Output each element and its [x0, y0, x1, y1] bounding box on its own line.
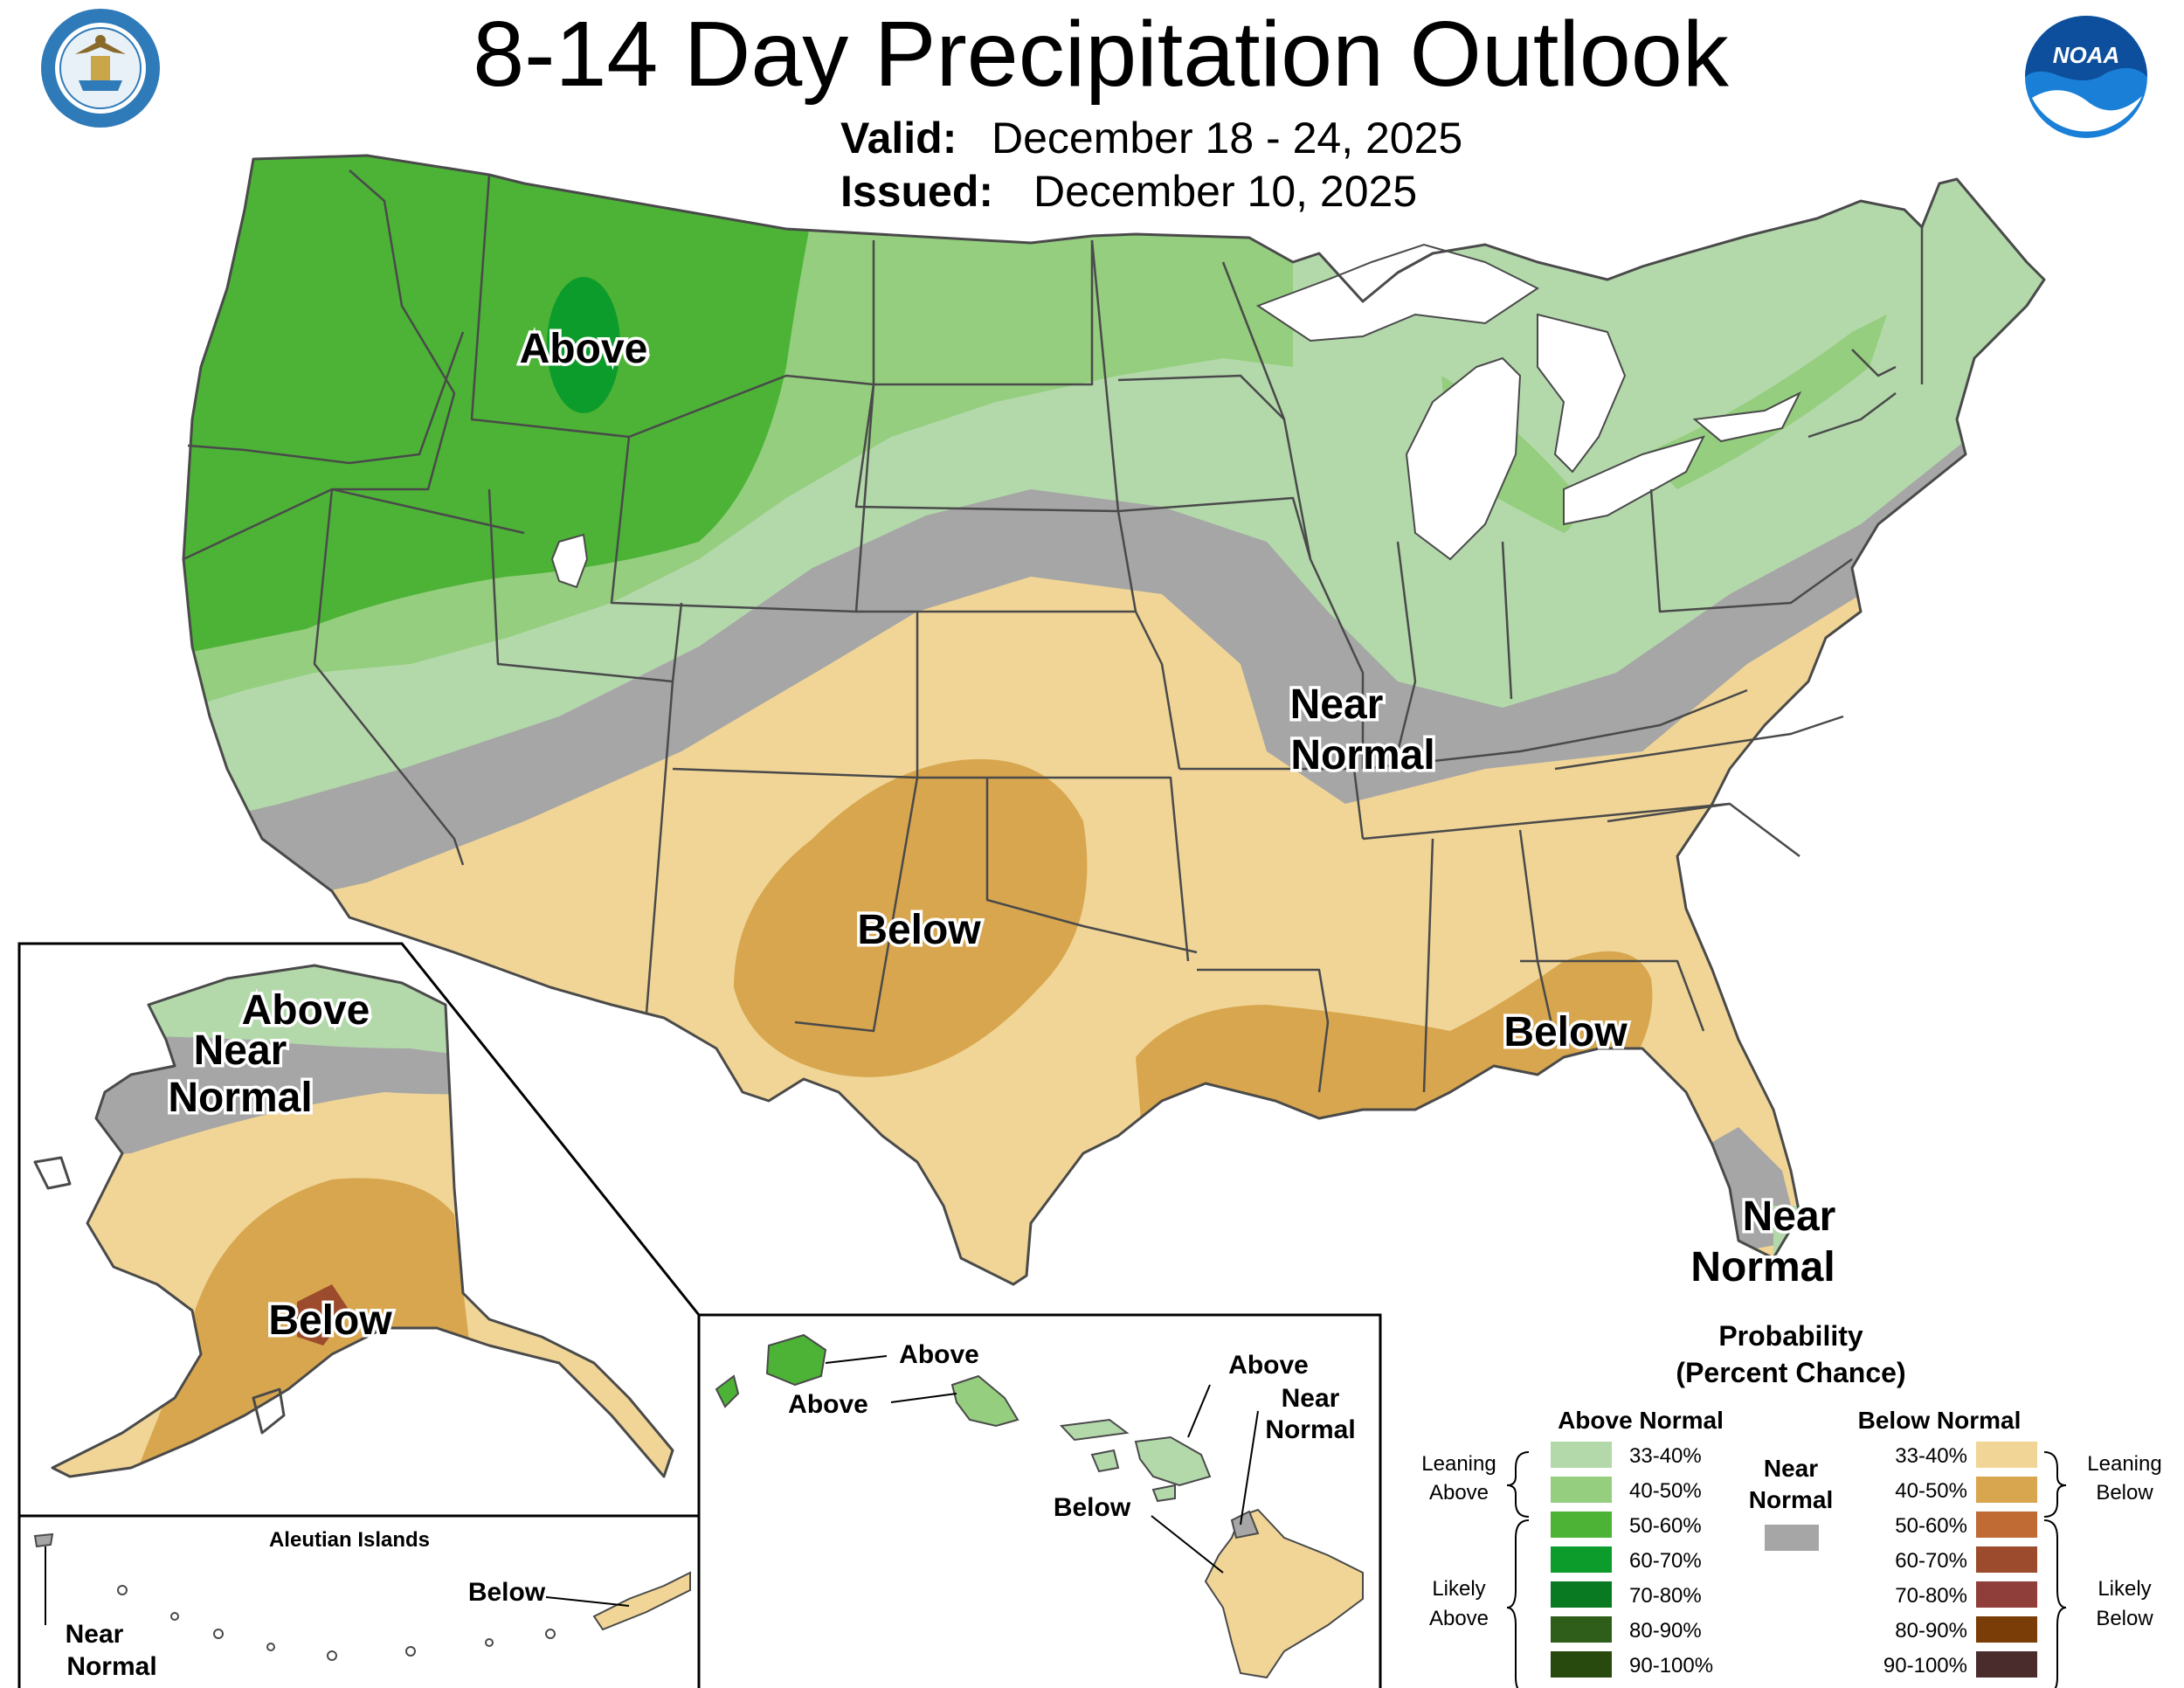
alaska-label-near-2: Normal [168, 1075, 312, 1121]
commerce-seal-icon [41, 9, 160, 128]
legend-leaning-below-2: Below [2096, 1481, 2153, 1505]
legend-above-scale: 33-40% 40-50% 50-60% 60-70% 70-80% 80-90% 90-1… [1551, 1442, 1713, 1678]
map-title: 8-14 Day Precipitation Outlook [473, 3, 1730, 106]
aleutian-label-below: Below [468, 1578, 546, 1607]
great-lakes [550, 243, 1802, 589]
valid-dates: December 18 - 24, 2025 [992, 114, 1462, 163]
conus-label-near-2: Normal [1290, 732, 1434, 778]
issued-date: December 10, 2025 [1033, 167, 1417, 216]
legend-below-label-1: 40-50% [1895, 1479, 1967, 1503]
legend-below-scale: 33-40% 40-50% 50-60% 60-70% 70-80% 80-90% 90-1… [1883, 1442, 2037, 1678]
legend-below-swatch-1 [1976, 1477, 2037, 1503]
legend-near-1: Near [1764, 1455, 1818, 1482]
hawaii-label-near-2: Normal [1265, 1415, 1355, 1444]
conus-label-above: Above [520, 326, 648, 372]
alaska-label-above: Above [242, 987, 370, 1034]
legend-above-label-5: 80-90% [1629, 1619, 1702, 1643]
florida-label-near-1: Near [1743, 1193, 1836, 1240]
legend-below-swatch-4 [1976, 1581, 2037, 1608]
legend-above-label-1: 40-50% [1629, 1479, 1702, 1503]
legend-below-swatch-6 [1976, 1651, 2037, 1678]
legend-title-2: (Percent Chance) [1676, 1357, 1905, 1388]
legend-likely-above-2: Above [1429, 1607, 1489, 1630]
legend-near-2: Normal [1749, 1486, 1833, 1513]
legend-title-1: Probability [1718, 1320, 1863, 1352]
conus-outlook-shading [183, 156, 2044, 1284]
legend-above-label-2: 50-60% [1629, 1514, 1702, 1538]
legend-above-swatch-5 [1551, 1616, 1612, 1643]
florida-label-near-2: Normal [1690, 1244, 1835, 1290]
aleutian-inset: Aleutian Islands Below Near Normal [17, 1514, 701, 1688]
legend-below-label-4: 70-80% [1895, 1584, 1967, 1608]
conus-label-below-plains: Below [857, 907, 981, 953]
legend-below-label-3: 60-70% [1895, 1549, 1967, 1573]
legend-above-label-0: 33-40% [1629, 1444, 1702, 1468]
probability-legend: Probability (Percent Chance) Above Norma… [1421, 1320, 2162, 1688]
legend-near-swatch [1765, 1525, 1819, 1551]
legend-below-label-5: 80-90% [1895, 1619, 1967, 1643]
legend-above-label-6: 90-100% [1629, 1654, 1713, 1678]
conus-label-near-1: Near [1290, 681, 1384, 728]
aleutian-label-near-1: Near [66, 1620, 124, 1649]
legend-leaning-above-2: Above [1429, 1481, 1489, 1505]
legend-likely-below-1: Likely [2098, 1577, 2151, 1601]
alaska-label-below: Below [268, 1297, 392, 1344]
legend-above-swatch-6 [1551, 1651, 1612, 1678]
aleutian-label-near-2: Normal [66, 1652, 156, 1681]
conus-label-below-gulf: Below [1503, 1009, 1628, 1055]
hawaii-label-big-island: Below [1054, 1493, 1131, 1522]
state-boundaries [182, 154, 2046, 1286]
legend-above-label-3: 60-70% [1629, 1549, 1702, 1573]
hawaii-label-kauai: Above [899, 1340, 979, 1369]
hawaii-label-maui: Above [1228, 1351, 1309, 1380]
legend-above-swatch-4 [1551, 1581, 1612, 1608]
legend-above-header: Above Normal [1558, 1407, 1724, 1434]
aleutian-title: Aleutian Islands [269, 1528, 430, 1552]
legend-above-swatch-0 [1551, 1442, 1612, 1468]
legend-above-swatch-1 [1551, 1477, 1612, 1503]
legend-below-swatch-3 [1976, 1546, 2037, 1573]
noaa-logo-icon: NOAA [2025, 16, 2147, 138]
issued-label: Issued: [840, 167, 993, 216]
legend-below-label-6: 90-100% [1883, 1654, 1967, 1678]
valid-label: Valid: [840, 114, 957, 163]
legend-leaning-above-1: Leaning [1421, 1452, 1496, 1476]
legend-leaning-below-1: Leaning [2087, 1452, 2161, 1476]
legend-likely-above-1: Likely [1432, 1577, 1485, 1601]
hawaii-label-oahu: Above [788, 1390, 868, 1419]
noaa-logo-text: NOAA [2053, 42, 2120, 68]
hawaii-inset: Above Above Above Near Normal Below [697, 1313, 1382, 1688]
alaska-label-near-1: Near [194, 1027, 287, 1074]
legend-below-label-2: 50-60% [1895, 1514, 1967, 1538]
alaska-inset: Above Near Normal Below [17, 942, 701, 1518]
legend-below-label-0: 33-40% [1895, 1444, 1967, 1468]
legend-below-header: Below Normal [1858, 1407, 2022, 1434]
legend-likely-below-2: Below [2096, 1607, 2153, 1630]
legend-below-swatch-2 [1976, 1512, 2037, 1538]
legend-below-swatch-5 [1976, 1616, 2037, 1643]
legend-above-label-4: 70-80% [1629, 1584, 1702, 1608]
legend-above-swatch-3 [1551, 1546, 1612, 1573]
legend-above-swatch-2 [1551, 1512, 1612, 1538]
hawaii-label-near-1: Near [1282, 1384, 1340, 1413]
legend-below-swatch-0 [1976, 1442, 2037, 1468]
